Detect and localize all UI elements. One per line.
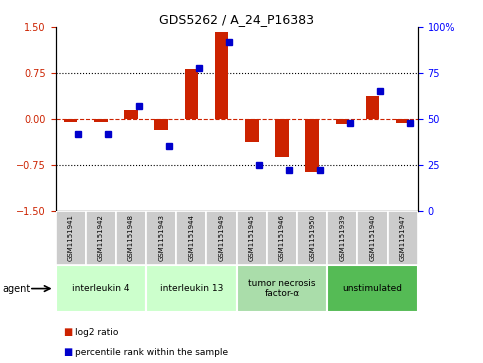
Title: GDS5262 / A_24_P16383: GDS5262 / A_24_P16383 bbox=[159, 13, 314, 26]
Text: GSM1151944: GSM1151944 bbox=[188, 214, 194, 261]
FancyBboxPatch shape bbox=[237, 211, 267, 265]
Text: ■: ■ bbox=[63, 347, 72, 357]
Text: GSM1151950: GSM1151950 bbox=[309, 214, 315, 261]
Text: ■: ■ bbox=[63, 327, 72, 337]
Text: GSM1151945: GSM1151945 bbox=[249, 214, 255, 261]
FancyBboxPatch shape bbox=[207, 211, 237, 265]
FancyBboxPatch shape bbox=[267, 211, 297, 265]
Bar bbox=[94, 119, 108, 122]
FancyBboxPatch shape bbox=[327, 265, 418, 312]
Bar bbox=[275, 119, 289, 157]
Bar bbox=[336, 119, 349, 124]
Text: GSM1151946: GSM1151946 bbox=[279, 214, 285, 261]
Text: GSM1151941: GSM1151941 bbox=[68, 214, 73, 261]
Bar bbox=[366, 96, 379, 119]
Text: tumor necrosis
factor-α: tumor necrosis factor-α bbox=[248, 279, 316, 298]
Bar bbox=[124, 110, 138, 119]
Bar bbox=[215, 32, 228, 119]
Bar bbox=[245, 119, 258, 142]
Text: log2 ratio: log2 ratio bbox=[75, 328, 118, 337]
Text: GSM1151943: GSM1151943 bbox=[158, 214, 164, 261]
Text: GSM1151948: GSM1151948 bbox=[128, 214, 134, 261]
Bar bbox=[305, 119, 319, 172]
Bar bbox=[64, 119, 77, 122]
Text: interleukin 4: interleukin 4 bbox=[72, 284, 129, 293]
Text: percentile rank within the sample: percentile rank within the sample bbox=[75, 348, 228, 356]
Text: agent: agent bbox=[2, 284, 30, 294]
Text: GSM1151940: GSM1151940 bbox=[369, 214, 375, 261]
FancyBboxPatch shape bbox=[146, 211, 176, 265]
Bar bbox=[155, 119, 168, 130]
FancyBboxPatch shape bbox=[56, 265, 146, 312]
Text: GSM1151947: GSM1151947 bbox=[400, 214, 406, 261]
Text: GSM1151942: GSM1151942 bbox=[98, 214, 104, 261]
Text: interleukin 13: interleukin 13 bbox=[160, 284, 223, 293]
FancyBboxPatch shape bbox=[237, 265, 327, 312]
Bar bbox=[396, 119, 410, 123]
FancyBboxPatch shape bbox=[146, 265, 237, 312]
FancyBboxPatch shape bbox=[86, 211, 116, 265]
FancyBboxPatch shape bbox=[357, 211, 388, 265]
Text: GSM1151949: GSM1151949 bbox=[219, 214, 225, 261]
Text: unstimulated: unstimulated bbox=[342, 284, 402, 293]
FancyBboxPatch shape bbox=[176, 211, 207, 265]
Bar bbox=[185, 69, 198, 119]
FancyBboxPatch shape bbox=[388, 211, 418, 265]
Text: GSM1151939: GSM1151939 bbox=[340, 214, 345, 261]
FancyBboxPatch shape bbox=[327, 211, 357, 265]
FancyBboxPatch shape bbox=[297, 211, 327, 265]
FancyBboxPatch shape bbox=[56, 211, 86, 265]
FancyBboxPatch shape bbox=[116, 211, 146, 265]
